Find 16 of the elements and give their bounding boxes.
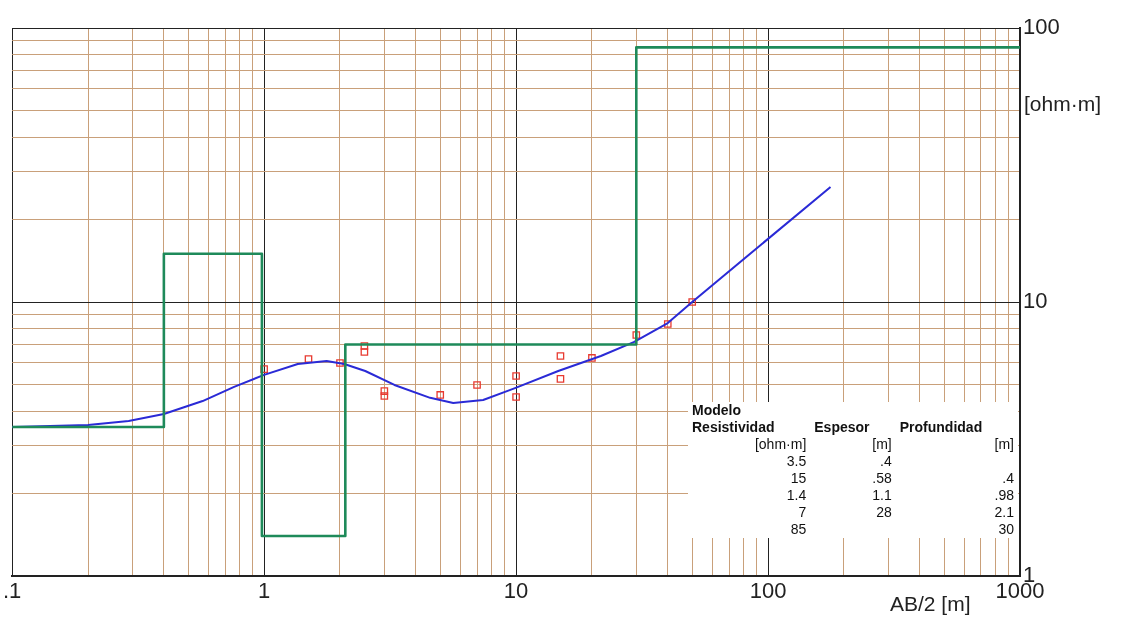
y-tick-label: 100 (1023, 14, 1060, 40)
x-tick-label: 100 (749, 578, 787, 604)
text: 3.5 .4 (786, 453, 892, 469)
x-axis-title: AB/2 [m] (890, 592, 971, 616)
x-tick-label: 10 (503, 578, 529, 604)
text: [ohm·m] [m] [m] (754, 436, 1014, 452)
annotation: Modelo (691, 402, 742, 419)
text: 85 30 (790, 521, 1014, 537)
y-tick-label: 10 (1023, 288, 1048, 314)
text: Resistividad Espesor Profundidad (692, 419, 983, 435)
x-tick-label: 1 (258, 578, 271, 604)
x-tick-label: .1 (2, 578, 22, 604)
y-axis-title: [ohm·m] (1024, 92, 1102, 116)
text: 1.4 1.1 .98 (786, 487, 1014, 503)
text: 7 28 2.1 (798, 504, 1014, 520)
text: 15 .58 .4 (790, 470, 1014, 486)
